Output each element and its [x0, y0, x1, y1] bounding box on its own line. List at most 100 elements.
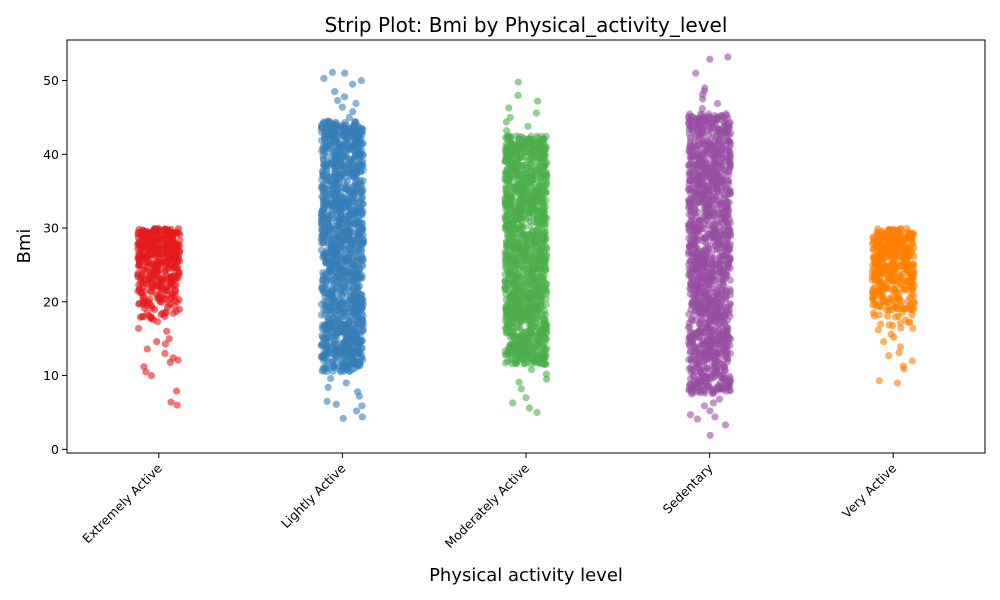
data-point	[505, 177, 513, 185]
data-point	[526, 201, 535, 209]
data-point	[870, 312, 878, 320]
data-point	[688, 169, 696, 177]
data-point	[150, 225, 158, 233]
data-point	[706, 407, 714, 415]
data-point	[700, 212, 708, 221]
data-point	[322, 133, 330, 141]
data-point	[523, 156, 531, 165]
data-point	[353, 169, 361, 178]
data-point	[344, 154, 352, 163]
data-point	[171, 274, 180, 282]
data-point	[317, 184, 326, 192]
data-point	[357, 255, 365, 264]
data-point	[725, 147, 733, 155]
data-point	[151, 268, 160, 276]
data-point	[353, 314, 362, 322]
data-point	[146, 286, 155, 295]
data-point	[700, 289, 709, 297]
data-point	[341, 69, 349, 77]
data-point	[348, 242, 356, 251]
data-point	[700, 172, 708, 180]
data-point	[511, 229, 519, 237]
data-point	[909, 324, 917, 332]
data-point	[345, 321, 353, 329]
data-point	[701, 113, 709, 121]
data-point	[511, 251, 519, 259]
data-point	[515, 305, 523, 313]
data-point	[148, 304, 156, 312]
data-point	[524, 261, 533, 270]
data-point	[331, 321, 339, 329]
data-point	[173, 401, 181, 409]
data-point	[710, 193, 719, 201]
data-point	[341, 277, 349, 285]
data-point	[696, 199, 704, 207]
data-point	[524, 289, 533, 297]
data-point	[708, 254, 716, 263]
data-point	[330, 350, 338, 358]
data-point	[358, 344, 367, 352]
data-point	[347, 250, 356, 258]
data-point	[685, 161, 693, 169]
data-point	[501, 277, 509, 285]
data-point	[721, 274, 729, 283]
data-point	[709, 212, 717, 220]
data-point	[518, 256, 526, 264]
data-point	[502, 313, 510, 321]
data-point	[357, 305, 365, 313]
data-point	[505, 137, 513, 145]
data-point	[342, 223, 350, 231]
data-point	[358, 328, 366, 336]
data-point	[319, 237, 328, 245]
data-point	[154, 318, 162, 326]
data-point	[724, 259, 733, 267]
data-point	[513, 148, 521, 156]
data-point	[722, 184, 730, 192]
data-point	[703, 383, 712, 391]
data-point	[508, 300, 516, 309]
data-point	[726, 291, 734, 299]
data-point	[320, 146, 328, 155]
data-point	[712, 114, 720, 123]
data-point	[354, 283, 362, 291]
data-point	[724, 53, 732, 61]
data-point	[136, 259, 144, 267]
data-point	[706, 342, 714, 350]
data-point	[723, 328, 731, 337]
data-point	[718, 322, 726, 330]
data-point	[699, 340, 707, 348]
data-point	[712, 233, 721, 241]
data-point	[327, 334, 335, 342]
data-point	[144, 244, 152, 252]
data-point	[353, 388, 362, 396]
data-point	[348, 257, 357, 265]
data-point	[329, 293, 337, 301]
data-point	[710, 362, 718, 370]
data-point	[721, 421, 730, 429]
data-point	[532, 294, 540, 302]
data-point	[711, 413, 719, 421]
data-point	[517, 215, 525, 223]
data-point	[525, 310, 533, 318]
data-point	[344, 267, 352, 276]
data-point	[335, 215, 343, 223]
data-point	[520, 341, 528, 349]
data-point	[345, 356, 353, 364]
data-point	[353, 361, 361, 369]
data-point	[169, 354, 177, 362]
data-point	[726, 242, 734, 251]
data-point	[340, 193, 348, 201]
data-point	[693, 291, 702, 300]
data-point	[529, 176, 537, 184]
data-point	[319, 196, 328, 204]
data-point	[693, 213, 701, 221]
data-point	[171, 302, 179, 311]
data-point	[158, 309, 167, 317]
data-point	[517, 385, 525, 393]
data-point	[688, 366, 696, 374]
data-point	[526, 222, 534, 230]
data-point	[522, 139, 531, 147]
data-point	[716, 126, 724, 134]
data-point	[725, 138, 734, 146]
